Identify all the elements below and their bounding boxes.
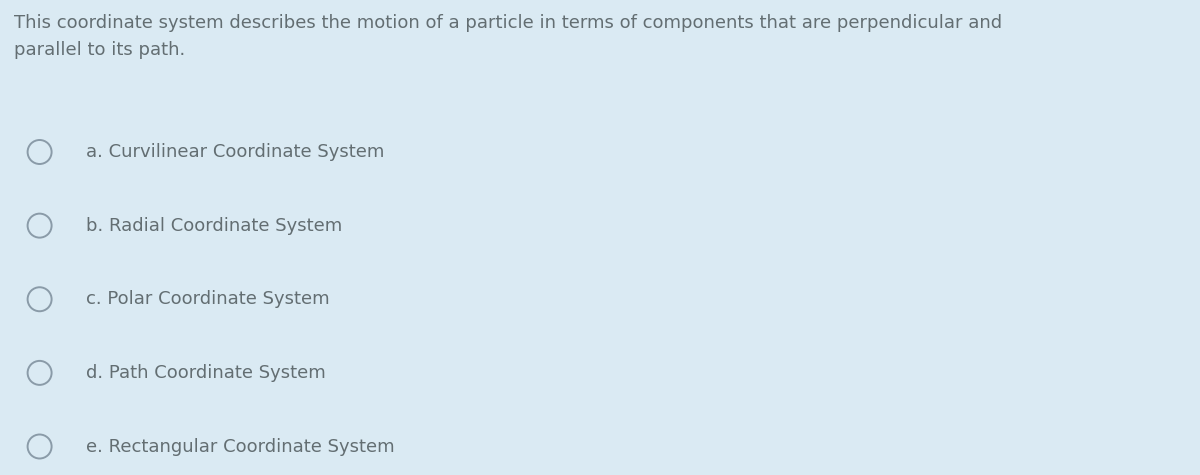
Text: This coordinate system describes the motion of a particle in terms of components: This coordinate system describes the mot… [14,14,1002,58]
Text: e. Rectangular Coordinate System: e. Rectangular Coordinate System [86,437,395,456]
Text: b. Radial Coordinate System: b. Radial Coordinate System [86,217,343,235]
Text: a. Curvilinear Coordinate System: a. Curvilinear Coordinate System [86,143,385,161]
Text: c. Polar Coordinate System: c. Polar Coordinate System [86,290,330,308]
Text: d. Path Coordinate System: d. Path Coordinate System [86,364,326,382]
